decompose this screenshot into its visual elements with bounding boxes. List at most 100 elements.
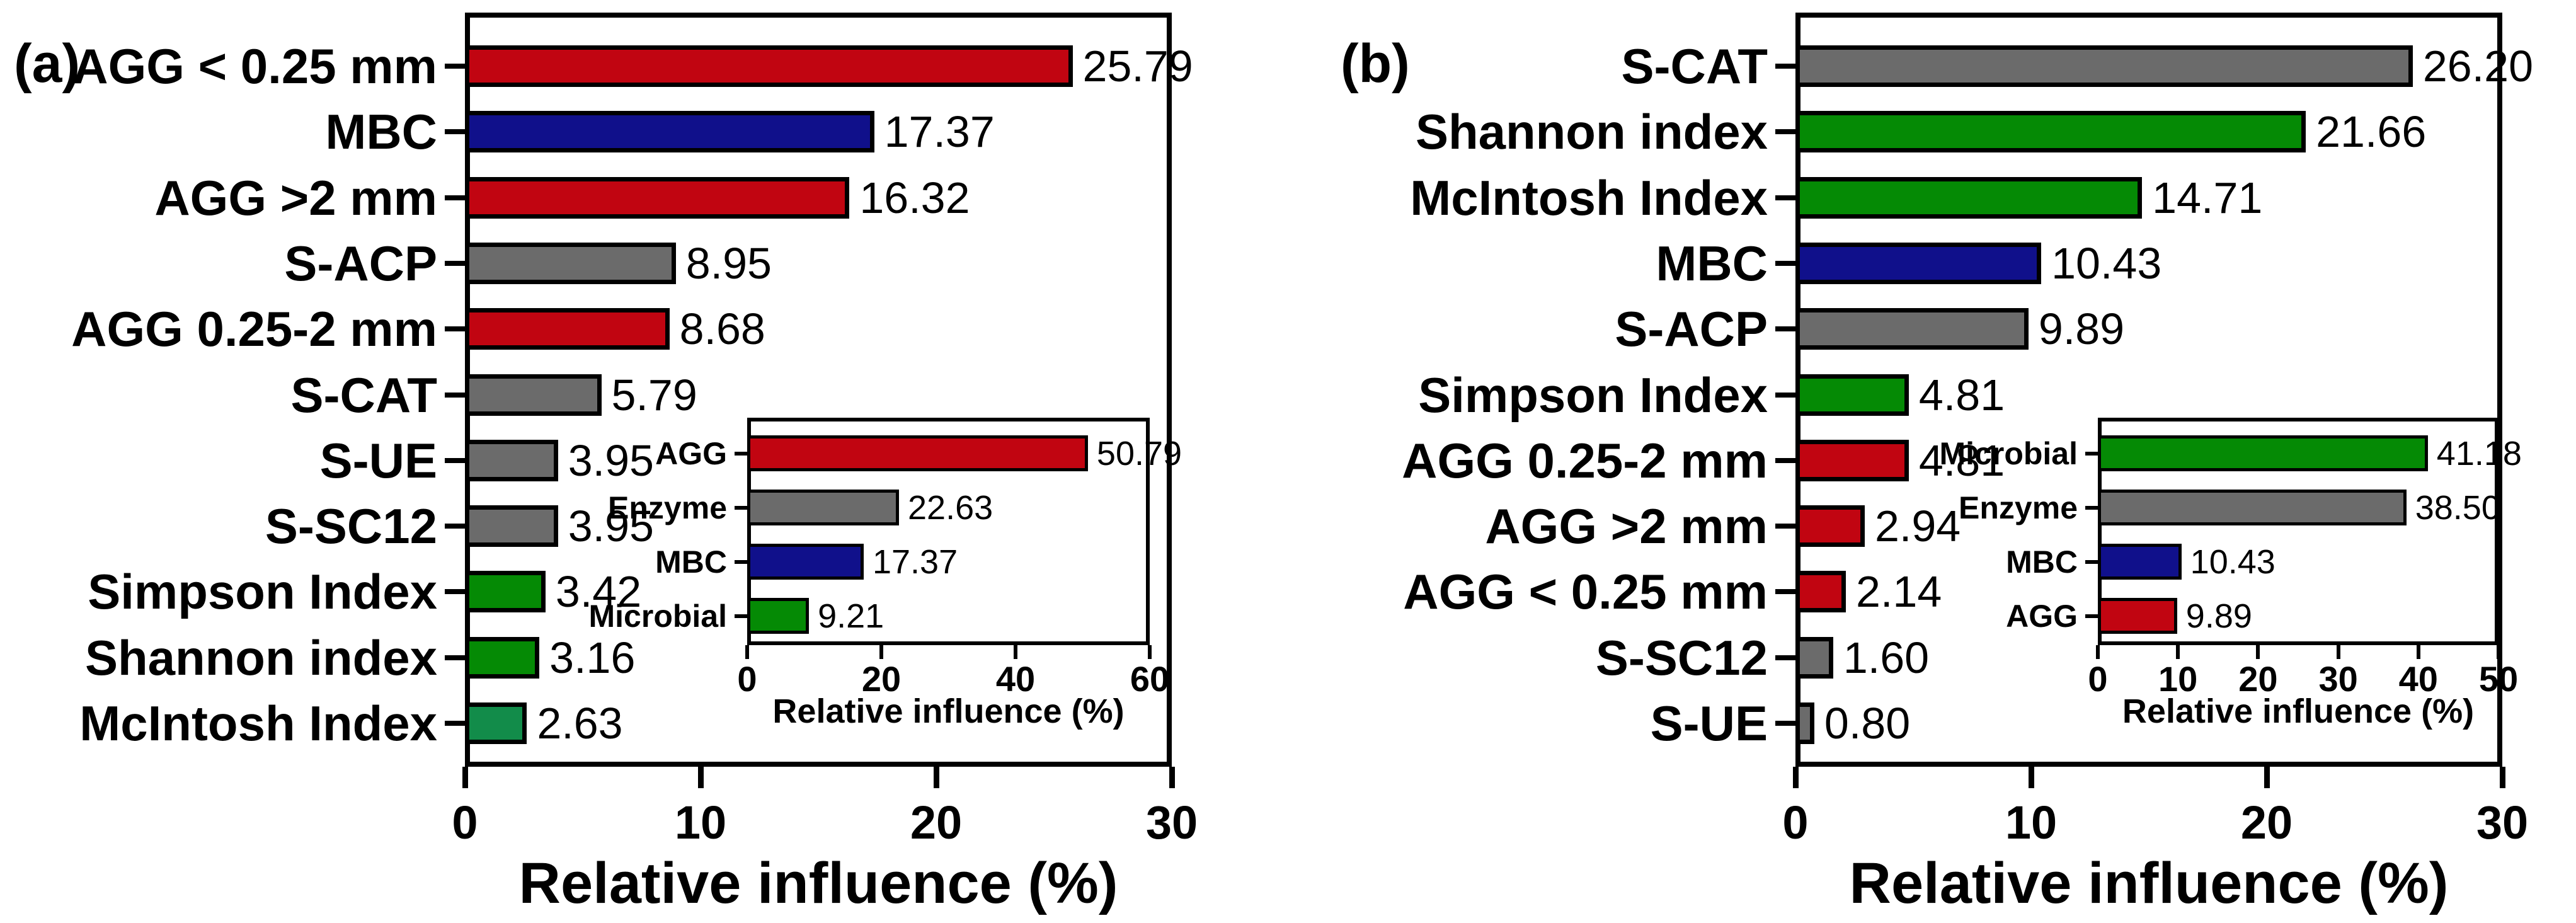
value-label-s-cat: 5.79 xyxy=(611,370,697,420)
x-tick-label-10: 10 xyxy=(674,796,727,849)
bar-microbial xyxy=(2098,435,2428,471)
category-tick-shannon-index xyxy=(445,655,465,660)
value-label-mbc: 17.37 xyxy=(884,107,995,157)
value-label-mcintosh-index: 14.71 xyxy=(2152,173,2263,222)
panel-b-tag: (b) xyxy=(1341,33,1410,94)
x-tick-label-40: 40 xyxy=(2398,659,2438,699)
x-axis-tick-40 xyxy=(2416,645,2420,659)
value-label-enzyme: 22.63 xyxy=(908,488,993,527)
category-tick-agg-0-25-mm xyxy=(445,64,465,69)
x-tick-label-30: 30 xyxy=(2476,796,2529,849)
category-label-s-cat: S-CAT xyxy=(1621,38,1768,94)
bar-microbial xyxy=(747,598,810,634)
value-label-agg-0-25-mm: 25.79 xyxy=(1082,42,1193,91)
x-tick-label-0: 0 xyxy=(2088,659,2108,699)
x-axis-tick-20 xyxy=(2264,767,2270,788)
value-label-mcintosh-index: 2.63 xyxy=(537,699,623,748)
bar-mcintosh-index xyxy=(1795,176,2143,219)
category-tick-agg-0-25-2-mm xyxy=(1775,457,1795,463)
bar-agg-0-25-2-mm xyxy=(465,308,670,350)
category-label-simpson-index: Simpson Index xyxy=(1418,367,1768,423)
category-label-mcintosh-index: McIntosh Index xyxy=(79,696,437,751)
x-axis-title: Relative influence (%) xyxy=(2122,692,2475,730)
category-tick-s-cat xyxy=(1775,64,1795,69)
category-tick-s-acp xyxy=(445,260,465,266)
category-tick-agg xyxy=(735,451,747,456)
bar-s-ue xyxy=(465,439,558,481)
category-label-agg-0-25-2-mm: AGG 0.25-2 mm xyxy=(1402,432,1768,488)
bar-mcintosh-index xyxy=(465,702,527,744)
x-axis-tick-40 xyxy=(1014,645,1017,659)
category-label-agg-2-mm: AGG >2 mm xyxy=(154,169,437,226)
category-label-shannon-index: Shannon index xyxy=(1415,104,1768,160)
value-label-agg: 50.79 xyxy=(1096,434,1182,473)
x-tick-label-30: 30 xyxy=(2318,659,2358,699)
category-label-s-acp: S-ACP xyxy=(284,235,437,291)
x-tick-label-50: 50 xyxy=(2478,659,2519,699)
value-label-s-acp: 8.95 xyxy=(685,238,772,288)
x-tick-label-20: 20 xyxy=(2238,659,2278,699)
value-label-mbc: 17.37 xyxy=(872,542,958,581)
category-label-mcintosh-index: McIntosh Index xyxy=(1410,169,1768,226)
value-label-agg-0-25-2-mm: 8.68 xyxy=(679,304,765,354)
value-label-s-ue: 0.80 xyxy=(1824,699,1911,748)
category-tick-s-sc12 xyxy=(1775,655,1795,660)
category-tick-microbial xyxy=(735,614,747,618)
value-label-agg-0-25-2-mm: 4.81 xyxy=(1918,435,2005,485)
x-axis-tick-10 xyxy=(2176,645,2180,659)
category-label-mbc: MBC xyxy=(1656,235,1768,291)
x-tick-label-0: 0 xyxy=(1782,796,1809,849)
x-axis-tick-20 xyxy=(879,645,883,659)
category-label-s-ue: S-UE xyxy=(1650,696,1768,751)
bar-s-cat xyxy=(465,374,602,416)
value-label-agg-2-mm: 16.32 xyxy=(859,173,970,222)
category-label-mbc: MBC xyxy=(325,104,437,160)
x-axis-tick-10 xyxy=(697,767,704,788)
x-tick-label-20: 20 xyxy=(2240,796,2293,849)
value-label-simpson-index: 3.42 xyxy=(555,567,642,617)
x-axis-tick-50 xyxy=(2497,645,2500,659)
x-tick-label-20: 20 xyxy=(861,659,902,699)
x-axis-tick-10 xyxy=(2028,767,2034,788)
x-tick-label-10: 10 xyxy=(2005,796,2058,849)
bar-agg-0-25-mm xyxy=(1795,571,1846,613)
bar-agg-0-25-mm xyxy=(465,45,1073,87)
bar-s-sc12 xyxy=(1795,636,1833,679)
bar-shannon-index xyxy=(465,636,540,679)
category-tick-shannon-index xyxy=(1775,129,1795,135)
bar-mbc xyxy=(747,544,864,580)
x-axis-title: Relative influence (%) xyxy=(518,851,1118,915)
category-label-shannon-index: Shannon index xyxy=(84,629,437,685)
category-tick-simpson-index xyxy=(1775,392,1795,398)
x-tick-label-30: 30 xyxy=(1145,796,1198,849)
category-label-agg-2-mm: AGG >2 mm xyxy=(1485,498,1768,554)
x-tick-label-0: 0 xyxy=(737,659,757,699)
x-tick-label-10: 10 xyxy=(2158,659,2198,699)
category-tick-s-acp xyxy=(1775,326,1795,332)
bar-shannon-index xyxy=(1795,111,2306,153)
category-label-s-sc12: S-SC12 xyxy=(265,498,437,554)
category-tick-mcintosh-index xyxy=(1775,195,1795,200)
bar-agg xyxy=(2098,598,2177,634)
x-tick-label-0: 0 xyxy=(452,796,478,849)
bar-agg xyxy=(747,435,1088,471)
x-axis-tick-60 xyxy=(1148,645,1152,659)
x-axis-tick-30 xyxy=(1169,767,1175,788)
category-tick-agg-0-25-mm xyxy=(1775,589,1795,595)
category-label-mbc: MBC xyxy=(655,544,727,580)
category-label-agg: AGG xyxy=(2006,598,2078,634)
bar-mbc xyxy=(465,111,874,153)
category-label-microbial: Microbial xyxy=(588,598,727,634)
category-tick-agg xyxy=(2085,614,2098,618)
x-axis-tick-0 xyxy=(2096,645,2100,659)
value-label-s-sc12: 1.60 xyxy=(1843,633,1930,682)
value-label-s-ue: 3.95 xyxy=(568,435,654,485)
bar-simpson-index xyxy=(465,571,546,613)
category-tick-microbial xyxy=(2085,451,2098,456)
category-tick-agg-2-mm xyxy=(445,195,465,200)
category-label-mbc: MBC xyxy=(2006,544,2078,580)
category-label-agg-0-25-mm: AGG < 0.25 mm xyxy=(72,38,437,94)
category-label-simpson-index: Simpson Index xyxy=(88,564,437,620)
category-label-s-cat: S-CAT xyxy=(290,367,437,423)
